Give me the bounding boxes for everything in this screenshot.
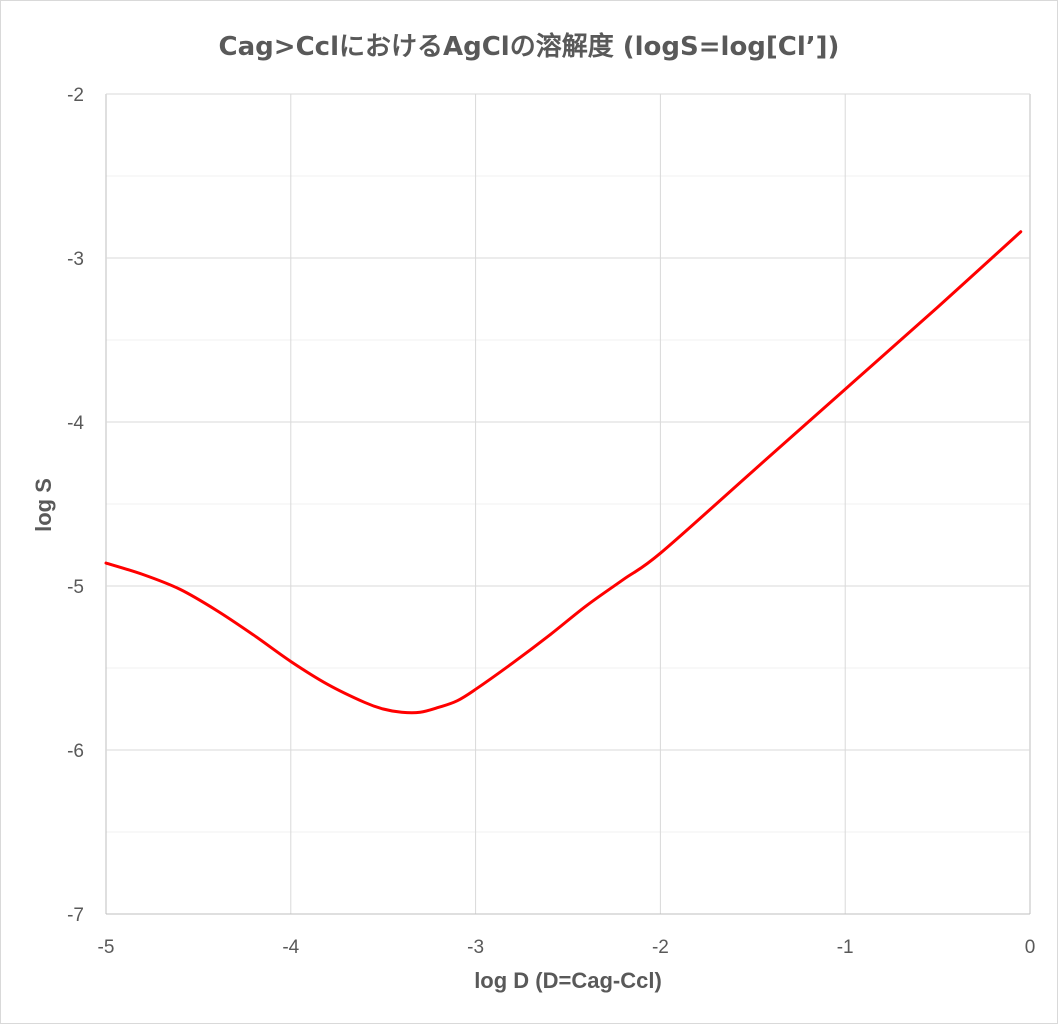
y-tick-label: -6 bbox=[67, 741, 84, 762]
series-line bbox=[104, 230, 1023, 715]
x-tick-label: -1 bbox=[837, 937, 854, 958]
x-tick-label: -4 bbox=[282, 937, 299, 958]
x-tick-label: -5 bbox=[98, 937, 115, 958]
y-tick-label: -5 bbox=[67, 577, 84, 598]
chart-title: Cag>CclにおけるAgClの溶解度 (logS=log[Cl’]) bbox=[218, 32, 840, 62]
x-tick-label: 0 bbox=[1025, 937, 1036, 958]
tick-labels: -5 -4 -3 -2 -1 0 -2 -3 -4 -5 -6 -7 bbox=[67, 85, 1035, 958]
y-tick-label: -4 bbox=[67, 413, 84, 434]
y-tick-label: -7 bbox=[67, 905, 84, 926]
y-tick-label: -3 bbox=[67, 249, 84, 270]
x-tick-label: -2 bbox=[652, 937, 669, 958]
series-layer bbox=[104, 230, 1023, 715]
y-tick-label: -2 bbox=[67, 85, 84, 106]
x-axis-title: log D (D=Cag-Ccl) bbox=[474, 968, 662, 993]
y-axis-title: log S bbox=[31, 478, 56, 532]
x-tick-label: -3 bbox=[467, 937, 484, 958]
grid bbox=[105, 93, 1031, 915]
